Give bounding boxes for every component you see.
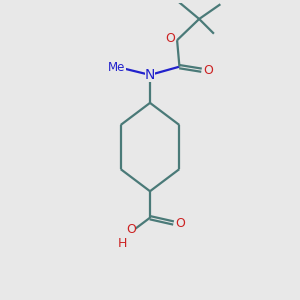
Text: O: O (126, 223, 136, 236)
Text: O: O (165, 32, 175, 45)
Text: O: O (175, 217, 185, 230)
Text: N: N (145, 68, 155, 82)
Text: H: H (118, 237, 128, 250)
Text: O: O (203, 64, 213, 77)
Text: Me: Me (108, 61, 126, 74)
